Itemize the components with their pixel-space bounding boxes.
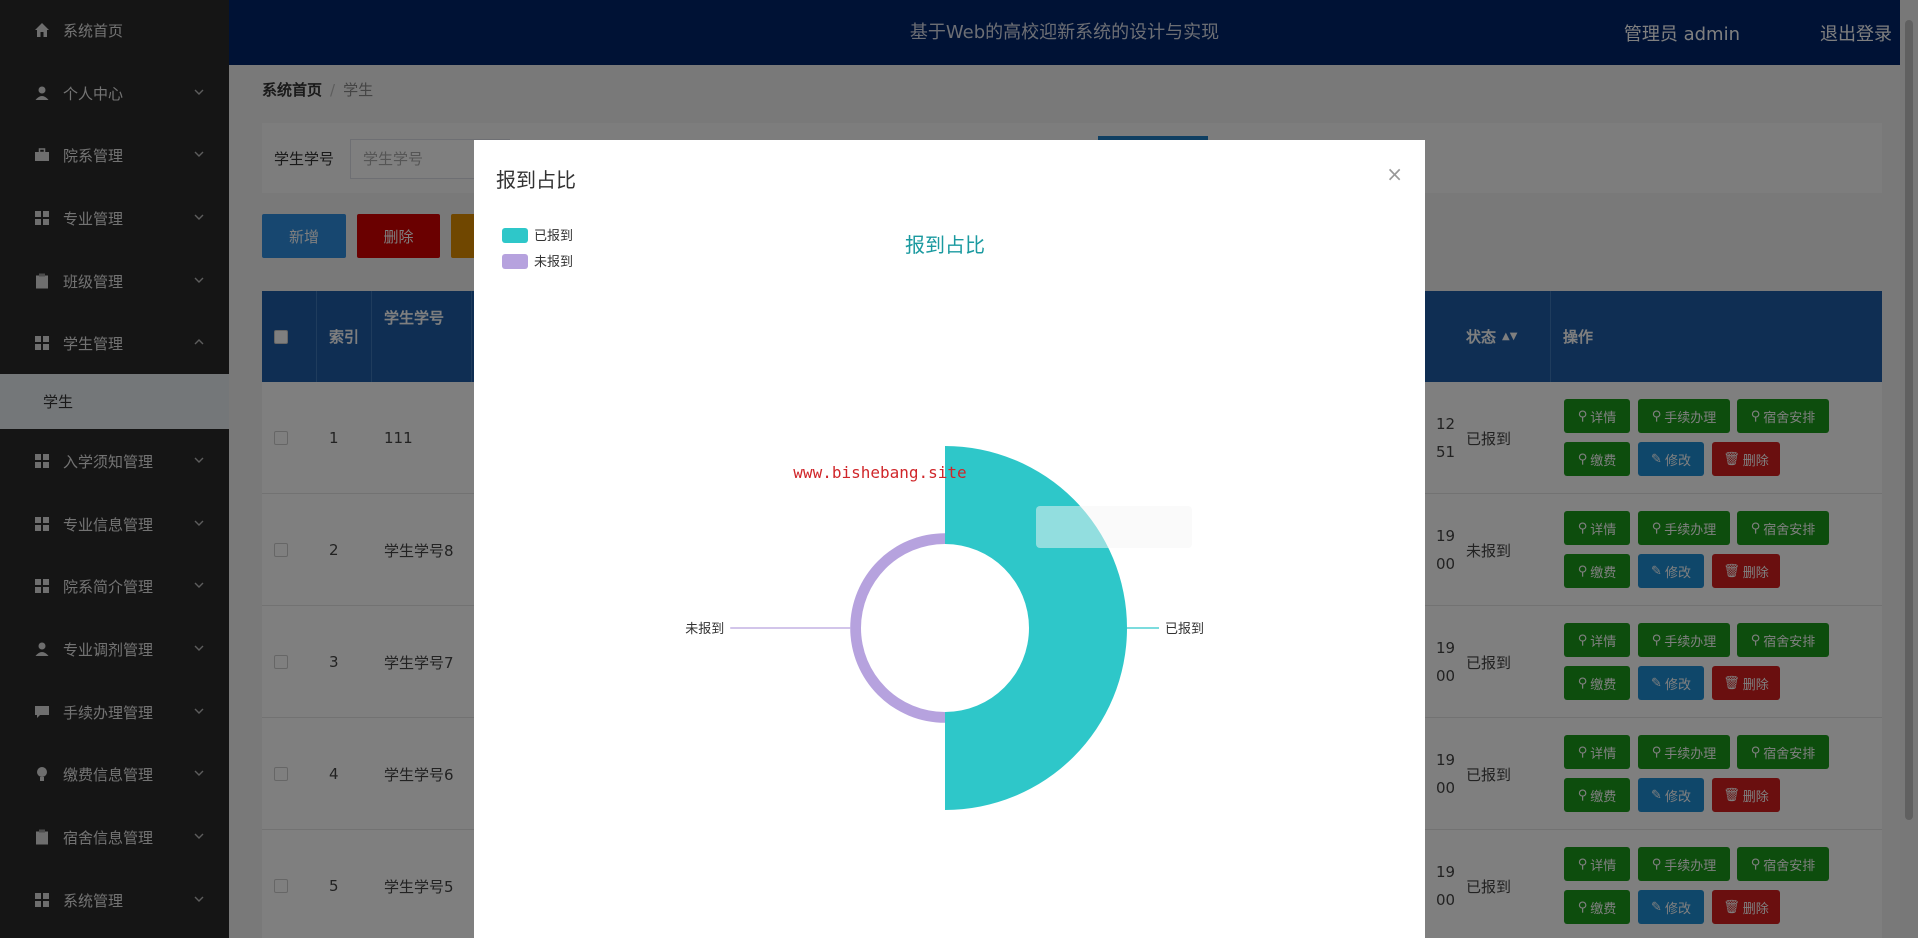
legend-label[interactable]: 未报到 [534,255,573,270]
slice-label: 未报到 [685,622,724,637]
modal-title: 报到占比 [496,168,576,192]
slice-label: 已报到 [1165,622,1204,637]
tooltip [1036,506,1192,548]
chart-title: 报到占比 [905,233,985,257]
pie-slice[interactable] [945,446,1127,810]
legend-label[interactable]: 已报到 [534,229,573,244]
legend-swatch[interactable] [502,254,528,269]
chart-modal: 报到占比 × 报到占比 已报到 未报到 已报到 未报到 www.bishebang.sit… [474,140,1425,938]
legend-swatch[interactable] [502,228,528,243]
pie-slice[interactable] [850,533,945,723]
watermark-text: www.bishebang.site [793,463,966,482]
close-icon[interactable]: × [1386,162,1403,186]
